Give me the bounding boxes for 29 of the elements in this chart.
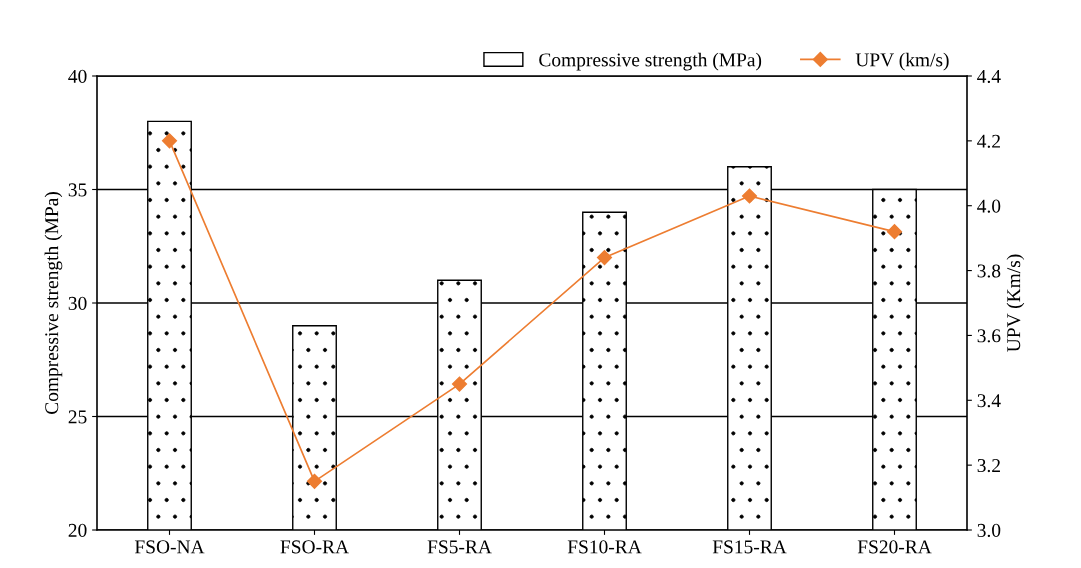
x-tick-label: FS5-RA [427, 540, 492, 554]
y2-tick-label: 3.8 [977, 264, 1001, 278]
y2-tick-label: 4.4 [977, 69, 1001, 84]
y-tick-label: 40 [68, 69, 87, 83]
point [886, 224, 903, 240]
x-tick-label: FSO-NA [134, 540, 205, 554]
x-tick-label: FS20-RA [857, 540, 932, 554]
point [161, 133, 178, 149]
point [596, 250, 613, 266]
y2-axis-title: UPV (Km/s) [1006, 254, 1025, 352]
legend-label: UPV (km/s) [855, 52, 949, 71]
point [451, 376, 468, 392]
y2-tick-label: 3.2 [977, 459, 1000, 473]
y2-tick-label: 3.6 [977, 329, 1001, 343]
y2-tick-label: 4.0 [977, 199, 1001, 213]
y2-tick-label: 3.4 [977, 394, 1001, 408]
point [306, 473, 323, 489]
point [741, 188, 758, 204]
x-tick-label: FSO-RA [280, 540, 349, 554]
legend-label: Compressive strength (MPa) [539, 52, 762, 71]
y-tick-label: 35 [68, 183, 87, 197]
y-tick-label: 20 [68, 523, 87, 537]
y2-tick-label: 4.2 [977, 134, 1000, 148]
y-tick-label: 30 [68, 296, 87, 310]
y-tick-label: 25 [68, 410, 87, 424]
y-axis-title: Compressive strength (MPa) [44, 192, 63, 414]
y2-tick-label: 3.0 [977, 523, 1001, 538]
x-tick-label: FS10-RA [567, 540, 642, 554]
x-tick-label: FS15-RA [712, 540, 787, 554]
